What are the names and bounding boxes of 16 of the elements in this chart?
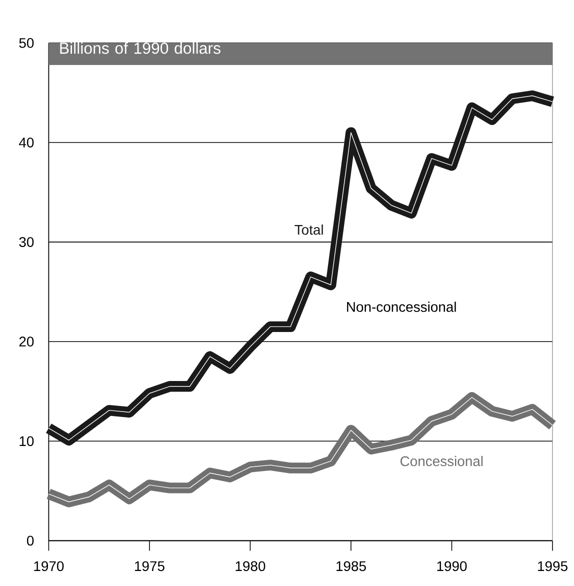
y-tick-label: 40 [18,138,34,148]
x-tick-label: 1970 [34,561,64,572]
y-tick-label: 50 [19,38,34,48]
x-tick-label: 1980 [236,561,266,572]
x-tick-label: 1985 [336,561,366,572]
y-tick-label: 10 [20,436,34,446]
y-tick-label: 20 [19,336,34,347]
x-tick-label: 1995 [538,561,568,572]
series-label: Total [294,224,323,235]
annotation: Non-concessional [347,302,456,312]
y-tick-label: 30 [19,237,34,248]
x-tick-label: 1975 [135,561,164,572]
x-tick-label: 1990 [437,561,467,572]
chart-title: Billions of 1990 dollars [60,42,220,54]
series-label: Concessional [400,456,483,466]
y-tick-label: 0 [26,536,34,546]
